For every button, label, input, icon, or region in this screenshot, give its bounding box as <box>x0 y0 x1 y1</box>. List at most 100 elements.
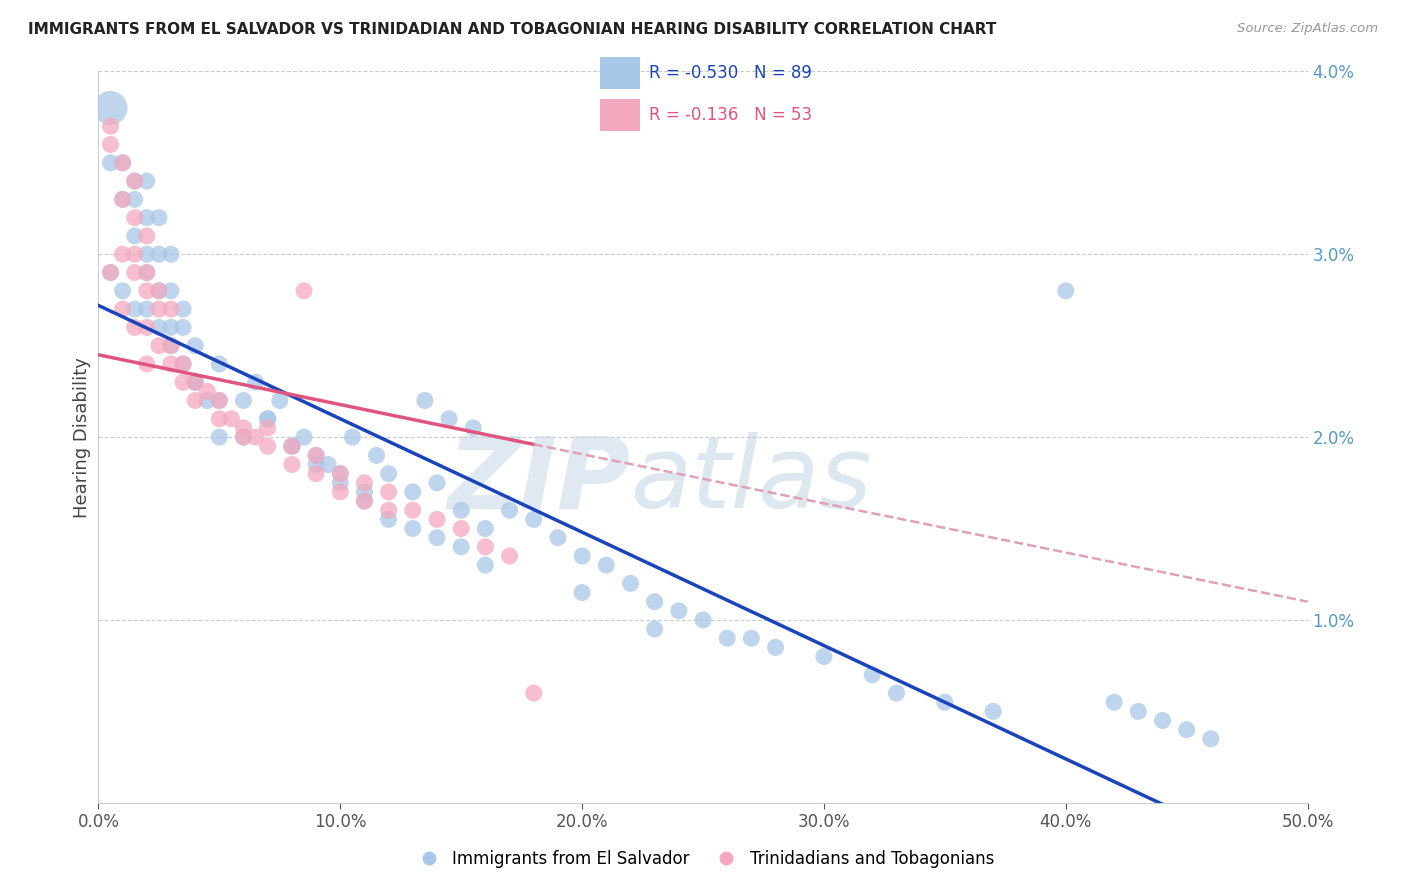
Point <box>124 211 146 225</box>
Point <box>305 458 328 472</box>
Point <box>402 485 425 500</box>
Point <box>232 421 254 435</box>
Point <box>100 266 122 280</box>
Point <box>813 649 835 664</box>
FancyBboxPatch shape <box>600 57 640 89</box>
Legend: Immigrants from El Salvador, Trinidadians and Tobagonians: Immigrants from El Salvador, Trinidadian… <box>405 844 1001 875</box>
Point <box>135 228 157 243</box>
Point <box>184 376 207 390</box>
Point <box>111 284 134 298</box>
Point <box>232 393 254 408</box>
FancyBboxPatch shape <box>600 99 640 131</box>
Point <box>135 247 157 261</box>
Point <box>402 503 425 517</box>
Text: Source: ZipAtlas.com: Source: ZipAtlas.com <box>1237 22 1378 36</box>
Point <box>124 301 146 317</box>
Point <box>619 576 641 591</box>
Point <box>256 412 278 426</box>
Point <box>281 439 304 453</box>
Point <box>148 211 170 225</box>
Point <box>765 640 787 655</box>
Point <box>353 475 375 490</box>
Point <box>571 585 593 599</box>
Point <box>463 421 485 435</box>
Point <box>571 549 593 563</box>
Point <box>111 247 134 261</box>
Point <box>353 485 375 500</box>
Point <box>342 430 364 444</box>
Point <box>100 119 122 133</box>
Point <box>437 412 460 426</box>
Point <box>160 301 183 317</box>
Point <box>135 357 157 371</box>
Point <box>100 266 122 280</box>
Point <box>148 301 170 317</box>
Point <box>426 512 449 526</box>
Point <box>135 211 157 225</box>
Point <box>644 622 666 636</box>
Point <box>377 485 399 500</box>
Point <box>160 247 183 261</box>
Point <box>498 549 520 563</box>
Point <box>740 632 762 646</box>
Point <box>148 284 170 298</box>
Point <box>195 393 218 408</box>
Point <box>135 174 157 188</box>
Text: R = -0.136   N = 53: R = -0.136 N = 53 <box>650 106 813 124</box>
Point <box>208 412 231 426</box>
Point <box>184 338 207 352</box>
Point <box>184 376 207 390</box>
Point <box>100 156 122 170</box>
Point <box>316 458 339 472</box>
Text: R = -0.530   N = 89: R = -0.530 N = 89 <box>650 64 813 82</box>
Point <box>124 320 146 334</box>
Point <box>135 320 157 334</box>
Point <box>111 301 134 317</box>
Point <box>160 284 183 298</box>
Point <box>208 430 231 444</box>
Point <box>329 467 352 481</box>
Point <box>172 320 194 334</box>
Point <box>329 485 352 500</box>
Point <box>547 531 569 545</box>
Point <box>172 301 194 317</box>
Point <box>221 412 243 426</box>
Point <box>1199 731 1222 746</box>
Point <box>353 494 375 508</box>
Point <box>208 393 231 408</box>
Point <box>450 503 472 517</box>
Point <box>716 632 738 646</box>
Point <box>256 421 278 435</box>
Point <box>523 686 546 700</box>
Point <box>135 301 157 317</box>
Point <box>208 357 231 371</box>
Point <box>232 430 254 444</box>
Point <box>523 512 546 526</box>
Point <box>184 393 207 408</box>
Point <box>172 376 194 390</box>
Point <box>172 357 194 371</box>
Point <box>124 174 146 188</box>
Point <box>377 503 399 517</box>
Text: ZIP: ZIP <box>447 433 630 530</box>
Point <box>148 247 170 261</box>
Point <box>124 193 146 207</box>
Point <box>426 531 449 545</box>
Point <box>692 613 714 627</box>
Point <box>160 338 183 352</box>
Point <box>353 494 375 508</box>
Point <box>148 338 170 352</box>
Point <box>366 448 388 462</box>
Point <box>860 667 883 681</box>
Point <box>208 393 231 408</box>
Point <box>474 558 496 573</box>
Point <box>305 448 328 462</box>
Point <box>111 156 134 170</box>
Point <box>292 284 315 298</box>
Point <box>668 604 690 618</box>
Point <box>934 695 956 709</box>
Point <box>135 266 157 280</box>
Point <box>402 521 425 535</box>
Point <box>124 174 146 188</box>
Point <box>981 705 1004 719</box>
